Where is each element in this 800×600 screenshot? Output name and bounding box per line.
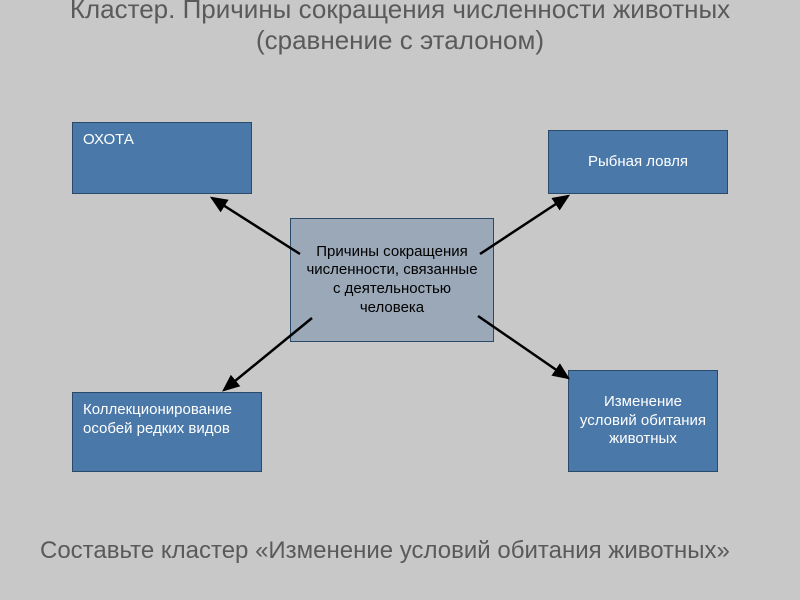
node-fishing-label: Рыбная ловля — [588, 153, 688, 172]
node-hunting-label: ОХОТА — [83, 131, 134, 150]
footer-instruction: Составьте кластер «Изменение условий оби… — [40, 536, 760, 566]
node-habitat-label: Изменение условий обитания животных — [579, 393, 707, 449]
node-collecting-label: Коллекционирование особей редких видов — [83, 401, 251, 439]
node-habitat: Изменение условий обитания животных — [568, 370, 718, 472]
node-collecting: Коллекционирование особей редких видов — [72, 392, 262, 472]
slide-title: Кластер. Причины сокращения численности … — [0, 0, 800, 56]
node-center-label: Причины сокращения численности, связанны… — [301, 243, 483, 318]
node-fishing: Рыбная ловля — [548, 130, 728, 194]
node-center: Причины сокращения численности, связанны… — [290, 218, 494, 342]
node-hunting: ОХОТА — [72, 122, 252, 194]
